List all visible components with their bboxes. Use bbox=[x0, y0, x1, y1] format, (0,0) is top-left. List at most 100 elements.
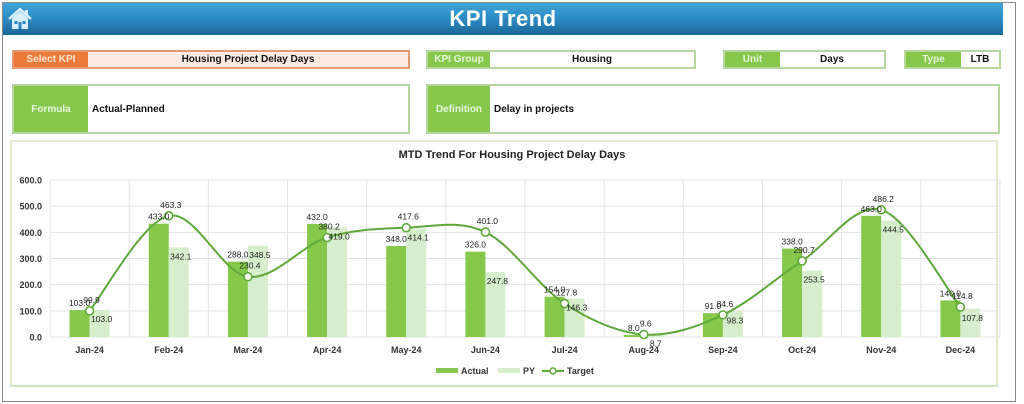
py-bar[interactable] bbox=[89, 310, 110, 337]
target-marker[interactable] bbox=[322, 232, 332, 243]
py-bar[interactable] bbox=[247, 245, 268, 337]
formula-value: Actual-Planned bbox=[92, 103, 165, 115]
y-tick-label: 200.0 bbox=[19, 280, 42, 290]
target-marker[interactable] bbox=[163, 210, 174, 221]
target-marker[interactable] bbox=[243, 271, 253, 282]
target-data-label: 401.0 bbox=[477, 216, 499, 226]
target-line[interactable] bbox=[88, 207, 962, 336]
actual-data-label: 433.0 bbox=[148, 212, 170, 222]
chart-legend: Actual PY Target bbox=[436, 366, 594, 376]
legend-target-label: Target bbox=[567, 366, 594, 376]
formula-box: Formula Actual-Planned bbox=[12, 84, 410, 134]
actual-bar[interactable] bbox=[386, 245, 407, 337]
py-bar[interactable] bbox=[327, 227, 348, 337]
target-data-label: 463.3 bbox=[160, 200, 182, 210]
target-data-label: 380.2 bbox=[318, 222, 340, 232]
py-data-label: 107.8 bbox=[962, 313, 984, 323]
header-bar: KPI Trend bbox=[3, 3, 1003, 35]
actual-bar[interactable] bbox=[227, 261, 248, 337]
target-marker[interactable] bbox=[480, 227, 491, 237]
py-bar[interactable] bbox=[960, 308, 981, 337]
x-tick-label: Sep-24 bbox=[708, 345, 738, 355]
py-bar[interactable] bbox=[881, 220, 902, 337]
actual-data-label: 154.0 bbox=[544, 285, 566, 295]
x-tick-label: Mar-24 bbox=[233, 345, 262, 355]
py-data-label: 414.1 bbox=[408, 233, 430, 243]
kpi-group-value: Housing bbox=[572, 54, 612, 65]
py-bar[interactable] bbox=[485, 272, 506, 337]
unit-field: Unit Days bbox=[723, 50, 886, 69]
chart-container bbox=[10, 140, 998, 387]
target-marker[interactable] bbox=[638, 329, 649, 340]
actual-data-label: 91.0 bbox=[705, 301, 722, 311]
actual-bar[interactable] bbox=[940, 300, 961, 337]
target-marker[interactable] bbox=[401, 222, 412, 233]
y-tick-label: 100.0 bbox=[19, 306, 42, 316]
unit-label: Unit bbox=[725, 52, 780, 67]
actual-bar[interactable] bbox=[69, 310, 90, 337]
actual-data-label: 338.0 bbox=[781, 237, 803, 247]
legend-actual-swatch bbox=[436, 368, 458, 373]
py-bar[interactable] bbox=[168, 247, 189, 337]
select-kpi-label: Select KPI bbox=[14, 52, 88, 67]
target-data-label: 230.4 bbox=[239, 261, 261, 271]
actual-bar[interactable] bbox=[148, 223, 169, 337]
type-label: Type bbox=[906, 52, 961, 67]
kpi-group-label: KPI Group bbox=[428, 52, 490, 67]
actual-bar[interactable] bbox=[544, 296, 565, 337]
py-bar[interactable] bbox=[802, 270, 823, 337]
y-tick-label: 500.0 bbox=[19, 202, 42, 212]
x-tick-label: Dec-24 bbox=[946, 345, 976, 355]
py-bar[interactable] bbox=[406, 228, 427, 337]
actual-data-label: 140.0 bbox=[940, 288, 962, 298]
y-tick-label: 400.0 bbox=[19, 228, 42, 238]
x-tick-label: Nov-24 bbox=[866, 345, 896, 355]
y-tick-label: 0.0 bbox=[29, 333, 42, 343]
target-marker[interactable] bbox=[955, 302, 966, 312]
select-kpi-field[interactable]: Select KPI Housing Project Delay Days bbox=[12, 50, 410, 69]
target-marker[interactable] bbox=[718, 310, 728, 320]
home-icon[interactable] bbox=[7, 6, 33, 32]
x-tick-label: Jun-24 bbox=[471, 345, 500, 355]
actual-bar[interactable] bbox=[307, 223, 328, 337]
select-kpi-dropdown[interactable]: Housing Project Delay Days bbox=[181, 54, 315, 65]
actual-data-label: 432.0 bbox=[306, 212, 328, 222]
py-data-label: 348.5 bbox=[249, 250, 271, 260]
target-data-label: 99.9 bbox=[83, 295, 100, 305]
py-bar[interactable] bbox=[722, 311, 743, 337]
py-data-label: 444.5 bbox=[883, 225, 905, 235]
py-data-label: 98.3 bbox=[727, 315, 744, 325]
type-value: LTB bbox=[970, 54, 990, 65]
definition-label: Definition bbox=[428, 86, 490, 132]
py-data-label: 247.8 bbox=[487, 276, 509, 286]
py-bar[interactable] bbox=[643, 334, 664, 337]
target-marker[interactable] bbox=[84, 306, 95, 316]
actual-bar[interactable] bbox=[702, 313, 723, 337]
chart-title: MTD Trend For Housing Project Delay Days bbox=[398, 149, 626, 161]
target-data-label: 417.6 bbox=[398, 212, 420, 222]
target-data-label: 127.8 bbox=[556, 288, 578, 298]
x-tick-label: Oct-24 bbox=[788, 345, 816, 355]
definition-box: Definition Delay in projects bbox=[426, 84, 1000, 134]
actual-bar[interactable] bbox=[861, 215, 882, 337]
target-data-label: 486.2 bbox=[873, 194, 895, 204]
y-tick-label: 300.0 bbox=[19, 254, 42, 264]
target-data-label: 114.8 bbox=[952, 291, 973, 301]
x-tick-label: Jul-24 bbox=[552, 345, 578, 355]
py-bar[interactable] bbox=[564, 298, 585, 337]
target-marker[interactable] bbox=[797, 256, 807, 266]
target-marker[interactable] bbox=[876, 204, 887, 215]
x-tick-label: May-24 bbox=[391, 345, 422, 355]
target-marker[interactable] bbox=[559, 298, 570, 309]
py-data-label: 342.1 bbox=[170, 251, 192, 261]
actual-bar[interactable] bbox=[623, 334, 644, 337]
actual-data-label: 348.0 bbox=[386, 234, 408, 244]
py-data-label: 103.0 bbox=[91, 314, 113, 324]
py-data-label: 253.5 bbox=[803, 275, 825, 285]
py-data-label: 146.3 bbox=[566, 303, 588, 313]
definition-value: Delay in projects bbox=[494, 103, 575, 115]
actual-data-label: 326.0 bbox=[465, 240, 487, 250]
target-data-label: 9.6 bbox=[640, 318, 652, 328]
actual-bar[interactable] bbox=[465, 251, 486, 337]
